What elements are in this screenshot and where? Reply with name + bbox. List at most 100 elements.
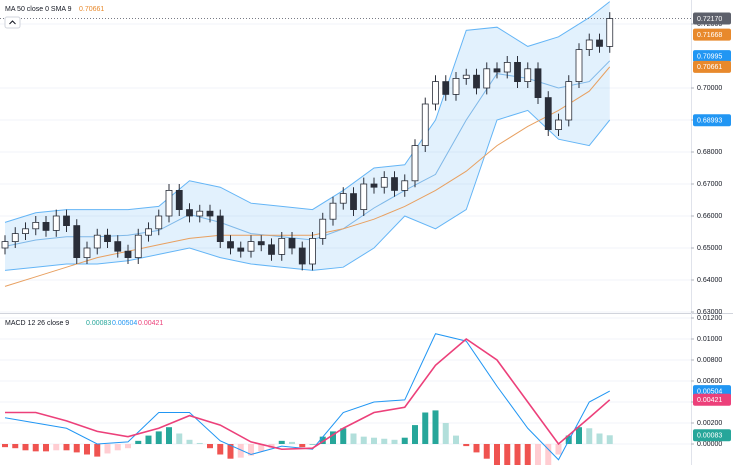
histogram-bar xyxy=(84,444,90,455)
histogram-bar xyxy=(391,439,398,444)
histogram-bar xyxy=(442,423,449,444)
candle-body xyxy=(63,215,70,226)
histogram-bar xyxy=(12,444,19,449)
candle-body xyxy=(483,68,491,89)
histogram-bar xyxy=(2,444,8,448)
candle-body xyxy=(339,193,347,204)
y-tick-label: 0.00200 xyxy=(697,420,722,427)
price-tag xyxy=(693,429,731,442)
candle-body xyxy=(503,62,511,73)
histogram-bar xyxy=(278,440,285,444)
histogram-bar xyxy=(453,435,459,444)
candle-body xyxy=(473,74,480,89)
histogram-bar xyxy=(299,444,306,448)
legend-value: 0.00083 xyxy=(86,320,111,327)
histogram-bar xyxy=(207,444,213,449)
price-tag-label: 0.00083 xyxy=(697,433,722,440)
candle-body xyxy=(493,68,501,73)
candle-body xyxy=(391,177,398,191)
histogram-bar xyxy=(155,431,162,444)
histogram-bar xyxy=(114,444,121,451)
candle-body xyxy=(165,189,173,217)
candle-body xyxy=(360,183,368,211)
candle-body xyxy=(555,119,562,130)
candle-body xyxy=(514,62,521,83)
candle-body xyxy=(22,228,29,235)
candle-body xyxy=(401,180,409,191)
histogram-bar xyxy=(412,425,418,444)
candle-body xyxy=(32,221,40,230)
candle-body xyxy=(319,218,327,239)
histogram-bar xyxy=(125,444,131,449)
price-tag xyxy=(693,12,731,25)
y-tick-label: 0.01000 xyxy=(697,336,722,343)
candle-body xyxy=(606,18,614,47)
candle-body xyxy=(298,247,306,265)
candle-body xyxy=(288,237,296,249)
price-tag-label: 0.70661 xyxy=(697,64,722,71)
histogram-bar xyxy=(104,444,111,454)
histogram-bar xyxy=(309,444,316,445)
histogram-bar xyxy=(360,436,367,444)
histogram-bar xyxy=(576,427,582,444)
band-fill xyxy=(5,1,610,271)
legend-label: MACD 12 26 close 9 xyxy=(5,320,69,327)
histogram-bar xyxy=(494,444,500,465)
candle-body xyxy=(565,81,573,121)
histogram-bar xyxy=(596,433,603,444)
histogram-bar xyxy=(586,428,593,444)
histogram-bar xyxy=(63,444,70,451)
histogram-bar xyxy=(483,444,490,459)
histogram-bar xyxy=(43,444,49,452)
price-tag xyxy=(693,60,731,73)
candle-body xyxy=(257,241,265,246)
price-tag xyxy=(693,114,731,127)
candle-body xyxy=(411,145,419,182)
candle-body xyxy=(52,215,60,231)
candle-body xyxy=(155,215,163,230)
candle-body xyxy=(268,244,275,255)
legend-label: MA 50 close 0 SMA 9 xyxy=(5,6,72,13)
histogram-bar xyxy=(135,440,142,444)
y-tick-label: 0.68000 xyxy=(697,149,722,156)
candle-body xyxy=(278,237,286,255)
histogram-bar xyxy=(22,444,29,451)
candle-body xyxy=(544,97,552,130)
histogram-bar xyxy=(514,444,521,465)
candle-body xyxy=(370,183,378,188)
histogram-bar xyxy=(319,436,326,444)
price-tag xyxy=(693,28,731,41)
candle-body xyxy=(42,221,50,231)
histogram-bar xyxy=(176,433,183,444)
price-tag-label: 0.00504 xyxy=(697,388,722,395)
y-tick-label: 0.66000 xyxy=(697,213,722,220)
y-tick-label: 0.00600 xyxy=(697,378,722,385)
y-tick-label: 0.63000 xyxy=(697,309,722,316)
histogram-bar xyxy=(381,438,388,444)
band-upper xyxy=(4,1,611,223)
candle-body xyxy=(206,210,214,217)
candle-body xyxy=(11,233,19,243)
candle-body xyxy=(73,225,81,259)
histogram-bar xyxy=(196,442,203,444)
price-tag-label: 0.72170 xyxy=(697,16,722,23)
y-tick-label: 0.67000 xyxy=(697,181,722,188)
candle-body xyxy=(432,81,439,105)
histogram-bar xyxy=(401,437,408,444)
histogram-bar xyxy=(340,428,347,444)
candle-body xyxy=(350,193,357,211)
candle-body xyxy=(1,241,9,249)
y-tick-label: 0.64000 xyxy=(697,277,722,284)
legend-value: 0.00421 xyxy=(138,320,163,327)
price-tag-label: 0.68993 xyxy=(697,118,722,125)
candle-body xyxy=(596,39,603,47)
legend-value: 0.00504 xyxy=(112,320,137,327)
collapse-button[interactable] xyxy=(4,16,21,29)
y-tick-label: 0.65000 xyxy=(697,245,722,252)
histogram-bar xyxy=(186,439,193,444)
candle-body xyxy=(462,74,470,79)
candle-body xyxy=(134,234,142,258)
